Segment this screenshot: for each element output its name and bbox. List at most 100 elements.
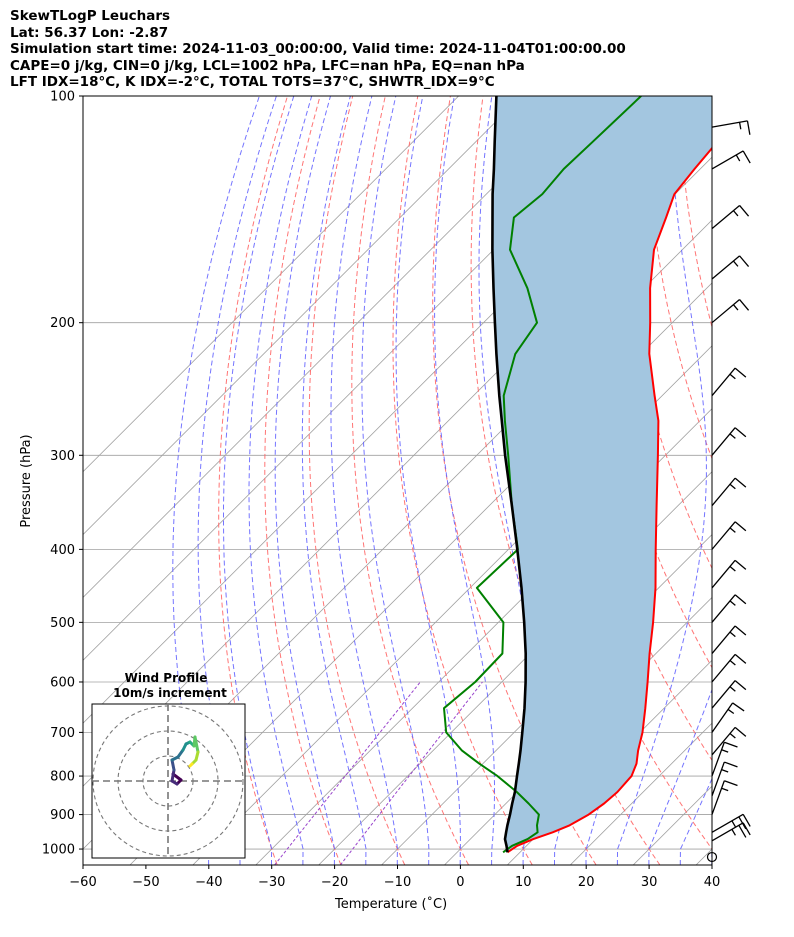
isotherm-line xyxy=(318,471,712,865)
hodograph-title: Wind Profile xyxy=(125,671,208,685)
x-tick-label: −20 xyxy=(321,875,348,890)
isotherm-line xyxy=(83,96,522,536)
barb-half xyxy=(729,373,736,380)
chart-title: SkewTLogP Leuchars xyxy=(10,8,171,24)
barb-staff xyxy=(711,367,736,397)
moist-adiabat xyxy=(361,96,430,865)
barb-half xyxy=(732,304,739,311)
dry-adiabat xyxy=(264,96,342,865)
wind-barb xyxy=(711,680,747,709)
barb-staff xyxy=(711,120,748,128)
barb-flag xyxy=(732,702,745,712)
hodograph-trace xyxy=(170,768,176,783)
mixing-ratio-line xyxy=(340,681,483,865)
x-tick-label: 10 xyxy=(515,875,532,890)
hodograph-inset: Wind Profile 10m/s increment xyxy=(91,671,246,859)
barb-flag xyxy=(734,559,747,570)
barb-flag xyxy=(738,816,747,830)
mixing-ratio-line xyxy=(274,681,421,865)
barb-staff xyxy=(711,559,736,589)
barb-flag xyxy=(734,594,747,605)
profile-lines xyxy=(443,96,712,854)
barb-half xyxy=(721,768,729,773)
wind-barb xyxy=(711,726,747,756)
wind-barb xyxy=(711,780,738,815)
moist-adiabat xyxy=(711,847,712,865)
chart-header: SkewTLogP Leuchars Lat: 56.37 Lon: -2.87… xyxy=(10,8,626,91)
barb-half xyxy=(721,749,729,753)
y-tick-label: 800 xyxy=(50,770,75,785)
y-tick-label: 700 xyxy=(50,726,75,741)
wind-barb xyxy=(711,120,751,135)
isotherm-line xyxy=(83,96,459,473)
wind-barb xyxy=(711,761,738,797)
moist-adiabat xyxy=(679,777,712,865)
wind-barbs xyxy=(706,120,751,863)
barb-flag xyxy=(734,367,747,378)
barb-staff xyxy=(711,726,736,756)
dry-adiabat xyxy=(432,96,597,865)
barb-staff xyxy=(711,521,736,550)
barb-half xyxy=(729,733,736,739)
y-axis-label: Pressure (hPa) xyxy=(19,434,34,527)
y-tick-label: 200 xyxy=(50,316,75,331)
moist-adiabat xyxy=(274,96,336,865)
barb-half xyxy=(732,260,739,267)
dry-adiabat xyxy=(744,96,794,865)
moist-adiabat xyxy=(223,96,295,865)
x-tick-label: −60 xyxy=(69,875,96,890)
barb-flag xyxy=(742,150,751,164)
barb-half xyxy=(732,210,739,217)
isotherm-line xyxy=(381,533,712,865)
dewpoint-line xyxy=(443,96,642,854)
barb-staff xyxy=(711,822,744,842)
x-tick-label: −40 xyxy=(195,875,222,890)
barb-flag xyxy=(734,680,747,691)
dry-adiabat xyxy=(392,96,533,865)
barb-flag xyxy=(724,780,738,787)
x-tick-label: −30 xyxy=(258,875,285,890)
hodograph-trace xyxy=(170,758,176,772)
barb-half xyxy=(729,565,736,572)
barb-flag xyxy=(734,477,747,488)
barb-staff xyxy=(711,625,736,654)
moist-adiabat xyxy=(648,688,712,865)
x-tick-label: 40 xyxy=(704,875,721,890)
dry-adiabat xyxy=(645,96,712,460)
wind-barb xyxy=(711,813,751,833)
barb-staff xyxy=(711,742,725,777)
x-tick-label: 30 xyxy=(641,875,658,890)
x-tick-label: −50 xyxy=(132,875,159,890)
barb-flag xyxy=(734,625,747,636)
barb-flag xyxy=(724,761,738,768)
moist-adiabat xyxy=(330,96,399,865)
wind-barb xyxy=(711,559,747,589)
barb-staff xyxy=(711,299,740,324)
moist-adiabat xyxy=(434,96,495,865)
barb-flag xyxy=(724,741,738,748)
index-line: LFT IDX=18°C, K IDX=-2°C, TOTAL TOTS=37°… xyxy=(10,74,495,90)
moist-adiabat xyxy=(248,96,313,865)
barb-half xyxy=(729,686,736,692)
barb-staff xyxy=(711,813,744,833)
cape-line: CAPE=0 j/kg, CIN=0 j/kg, LCL=1002 hPa, L… xyxy=(10,57,525,74)
barb-half xyxy=(738,122,742,130)
axes: −60 −50 −40 −30 −20 −10 0 10 20 30 40 100 200 300 400 5… xyxy=(42,90,720,891)
dry-adiabat xyxy=(351,96,470,865)
y-tick-label: 300 xyxy=(50,449,75,464)
barb-half xyxy=(729,631,736,638)
barb-half xyxy=(729,483,736,490)
parcel-line xyxy=(491,96,528,853)
barb-staff xyxy=(711,255,740,280)
barb-half xyxy=(729,433,736,439)
dry-adiabat xyxy=(776,96,794,865)
hodograph-subtitle: 10m/s increment xyxy=(113,686,227,700)
wind-barb xyxy=(711,521,747,550)
barb-half xyxy=(735,154,741,162)
wind-barb xyxy=(711,741,738,777)
barb-staff xyxy=(711,702,734,733)
isotherm-line xyxy=(569,722,712,865)
y-tick-label: 500 xyxy=(50,616,75,631)
y-tick-label: 100 xyxy=(50,90,75,105)
